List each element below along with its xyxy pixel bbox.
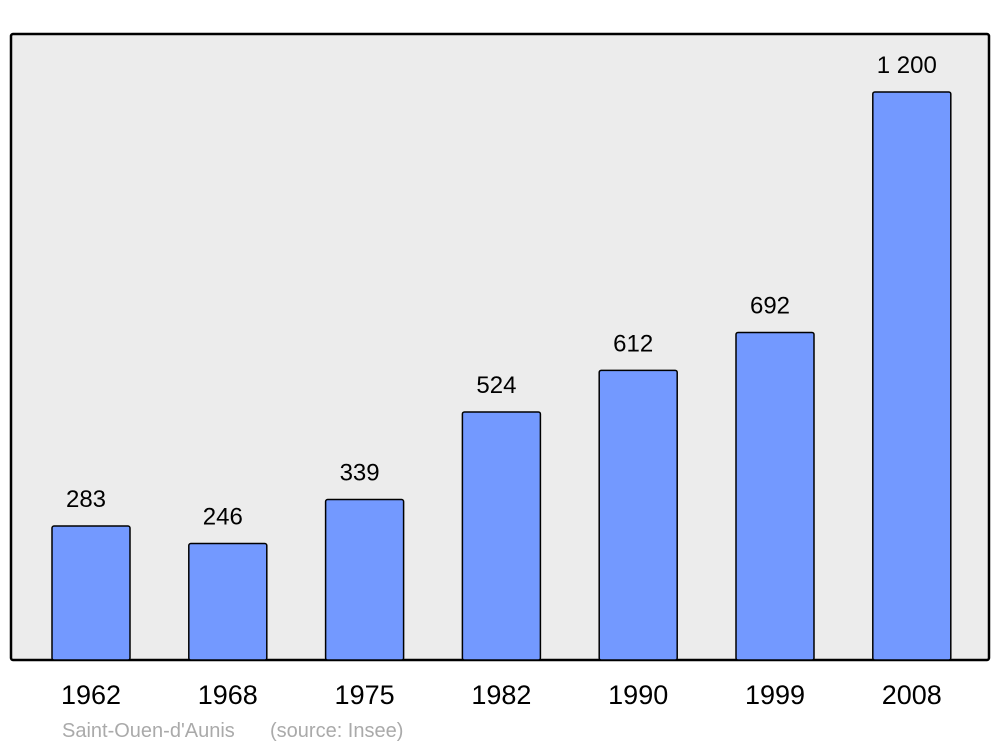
x-tick-label: 1962 — [61, 680, 121, 710]
x-tick-label: 1975 — [335, 680, 395, 710]
bar — [735, 331, 815, 661]
bar — [51, 525, 131, 661]
value-label: 612 — [613, 330, 653, 357]
bar — [324, 498, 405, 661]
bar — [461, 411, 542, 661]
x-tick-label: 2008 — [882, 680, 942, 710]
x-tick-label: 1999 — [745, 680, 805, 710]
value-label: 339 — [340, 460, 380, 487]
bar — [598, 369, 678, 661]
bar — [188, 542, 268, 661]
value-label: 692 — [750, 292, 790, 319]
source-note: (source: Insee) — [270, 720, 403, 742]
place-name: Saint-Ouen-d'Aunis — [62, 720, 235, 742]
value-label: 283 — [66, 486, 106, 513]
value-label: 246 — [203, 504, 243, 531]
x-tick-label: 1990 — [608, 680, 668, 710]
x-tick-label: 1968 — [198, 680, 258, 710]
bar — [872, 91, 952, 661]
value-label: 1 200 — [877, 52, 937, 79]
value-label: 524 — [476, 372, 516, 399]
x-tick-label: 1982 — [471, 680, 531, 710]
